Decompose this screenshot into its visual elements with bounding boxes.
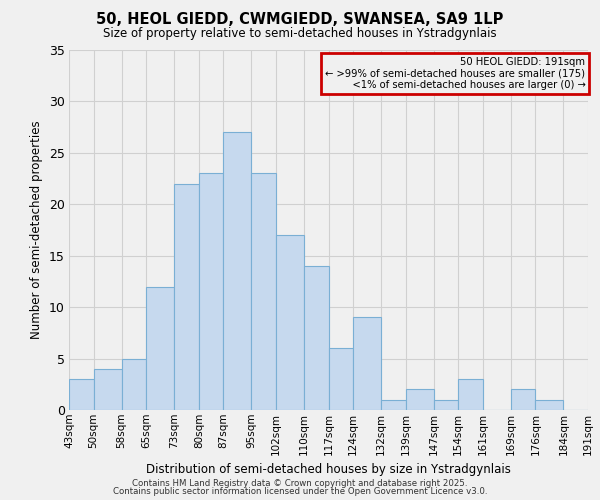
Text: 50 HEOL GIEDD: 191sqm
← >99% of semi-detached houses are smaller (175)
    <1% o: 50 HEOL GIEDD: 191sqm ← >99% of semi-det… [325,57,586,90]
Text: Contains public sector information licensed under the Open Government Licence v3: Contains public sector information licen… [113,487,487,496]
Bar [146,286,174,410]
Bar [381,400,406,410]
Bar [69,379,94,410]
Text: Contains HM Land Registry data © Crown copyright and database right 2025.: Contains HM Land Registry data © Crown c… [132,478,468,488]
Bar [199,174,223,410]
Bar [223,132,251,410]
Bar [406,390,434,410]
Text: Size of property relative to semi-detached houses in Ystradgynlais: Size of property relative to semi-detach… [103,28,497,40]
Bar [276,235,304,410]
Y-axis label: Number of semi-detached properties: Number of semi-detached properties [31,120,43,340]
Text: 50, HEOL GIEDD, CWMGIEDD, SWANSEA, SA9 1LP: 50, HEOL GIEDD, CWMGIEDD, SWANSEA, SA9 1… [97,12,503,28]
Bar [251,174,276,410]
Bar [535,400,563,410]
Bar [174,184,199,410]
Bar [511,390,535,410]
Bar [458,379,483,410]
Bar [329,348,353,410]
Bar [304,266,329,410]
Bar [94,369,122,410]
X-axis label: Distribution of semi-detached houses by size in Ystradgynlais: Distribution of semi-detached houses by … [146,463,511,476]
Bar [434,400,458,410]
Bar [122,358,146,410]
Bar [353,318,381,410]
